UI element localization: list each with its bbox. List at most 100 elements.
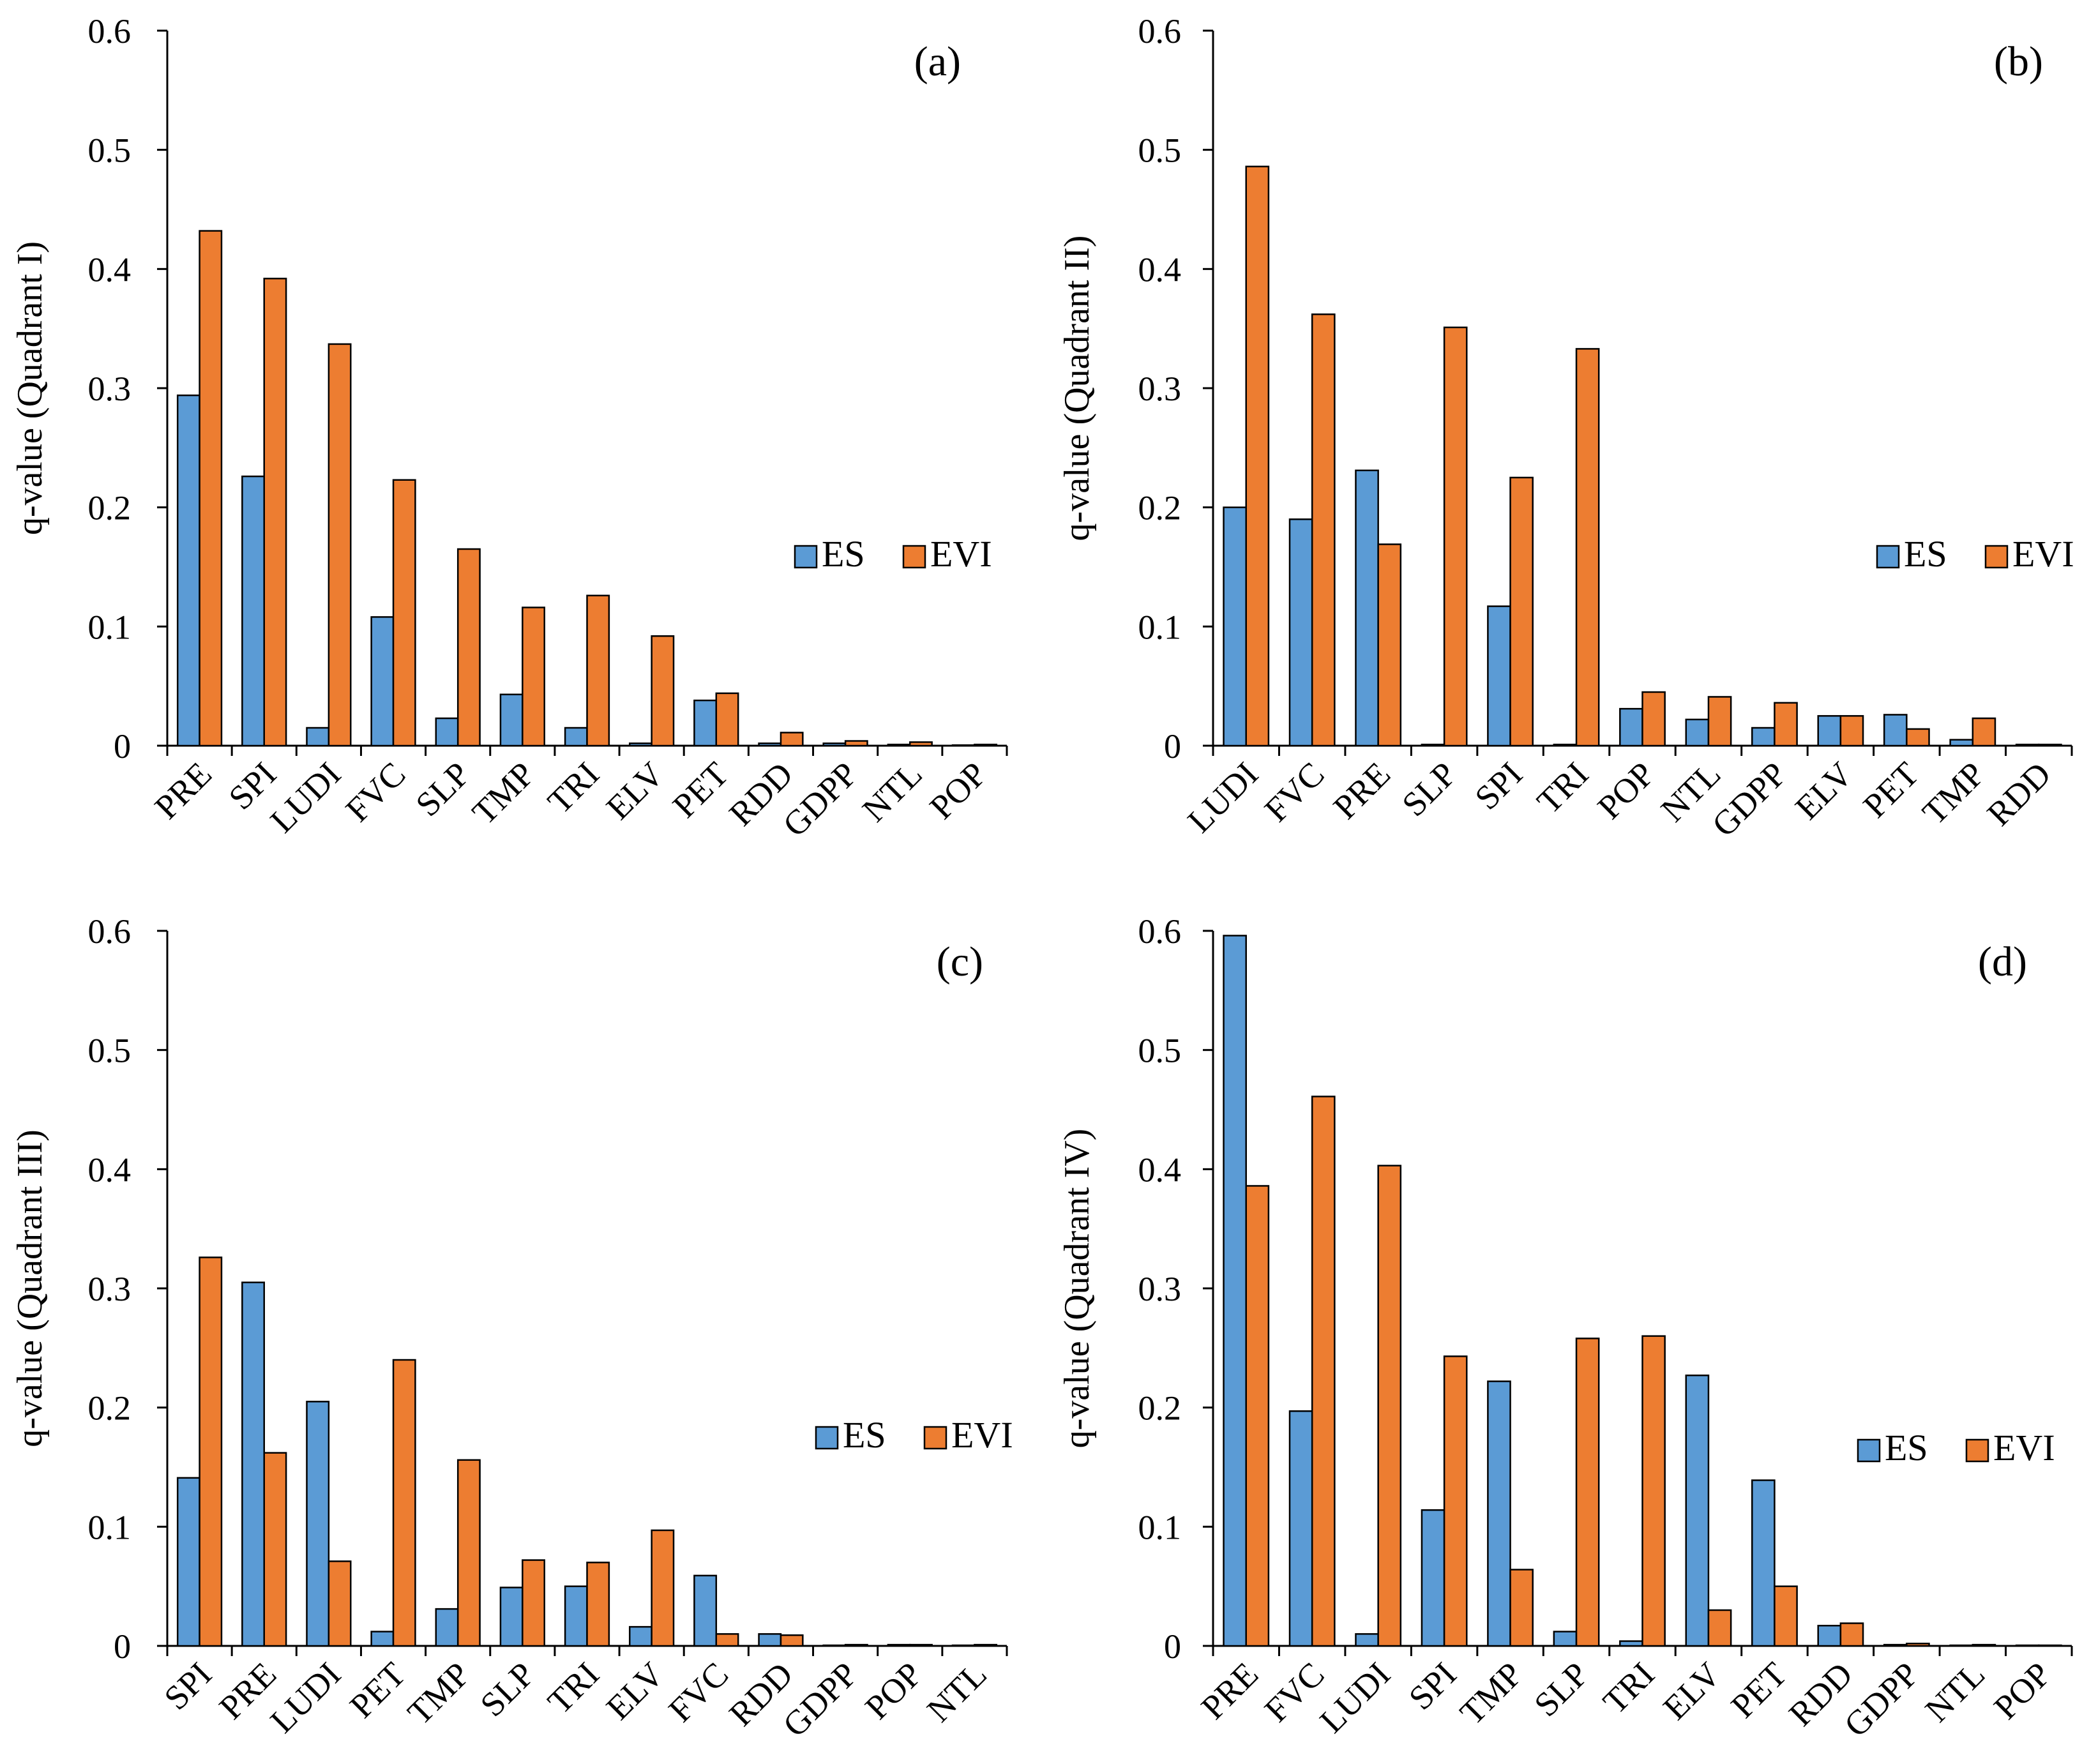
bar-evi-pop [974,743,998,747]
panel-label: (d) [1978,939,2027,985]
bar-evi-pet [715,692,739,747]
bar-evi-rdd [2038,743,2062,747]
bar-es-pre [176,394,200,747]
legend-swatch-es [1876,545,1900,569]
x-tick-label: LUDI [263,1655,349,1740]
legend: ES EVI [815,1414,1013,1456]
bar-evi-pre [199,230,223,747]
bar-evi-pop [2038,1644,2062,1647]
x-tick-label: PRE [1326,755,1398,826]
bar-evi-ludi [1377,1165,1402,1647]
chart-panel-3: 0 0.1 0.2 0.3 0.4 0.5 0.6 q-value (Quadrant IV)… [1057,912,2073,1744]
x-tick-label: SPI [1467,755,1530,817]
x-tick-label: ELV [599,1655,671,1727]
y-tick-label: 0.2 [1138,489,1182,527]
legend-label-es: ES [843,1414,886,1456]
x-tick-label: TRI [540,1655,607,1721]
bar-evi-rdd [780,732,804,747]
bar-evi-fvc [715,1633,739,1647]
bar-es-ludi [1223,506,1247,747]
x-tick-label: FVC [338,755,413,829]
bar-es-pop [887,1643,911,1647]
bar-evi-ludi [328,1560,352,1647]
x-tick-label: PET [665,755,735,825]
legend-swatch-evi [1984,545,2009,569]
bar-evi-tmp [456,1459,481,1647]
x-tick-label: POP [1986,1655,2058,1726]
y-tick-label: 0.6 [88,912,132,951]
x-tick-label: PET [342,1655,412,1725]
bar-evi-ntl [1707,696,1732,747]
bar-evi-elv [1707,1609,1732,1647]
bar-evi-slp [456,548,481,747]
bar-evi-tmp [522,607,545,747]
y-tick-label: 0 [114,727,131,765]
bar-evi-spi [1509,476,1534,747]
bar-evi-pet [1774,1585,1798,1647]
bar-evi-pop [1641,691,1666,747]
bar-es-pop [2015,1644,2040,1647]
bar-evi-gdpp [844,1643,868,1647]
bar-es-tri [564,1585,588,1647]
bar-es-ludi [306,727,330,747]
legend-swatch-es [815,1426,839,1450]
legend-label-evi: EVI [951,1414,1013,1456]
x-tick-label: GDPP [1837,1655,1926,1744]
y-tick-label: 0.5 [1138,1032,1182,1070]
bar-es-spi [241,475,265,747]
bar-es-tri [564,727,588,747]
y-tick-label: 0.5 [1138,132,1182,170]
bar-evi-spi [263,278,287,747]
y-tick-label: 0.3 [1138,1270,1182,1308]
bar-es-elv [1817,715,1842,747]
bar-es-tmp [1949,739,1974,747]
bar-es-pre [241,1281,265,1647]
bar-es-elv [1685,1375,1710,1647]
legend-label-es: ES [822,533,865,575]
x-tick-label: SLP [408,755,477,824]
x-tick-label: FVC [661,1655,736,1730]
bar-es-pre [1223,935,1247,1647]
bar-evi-tri [1641,1335,1666,1647]
bar-evi-spi [199,1256,223,1647]
bar-es-slp [435,717,459,747]
bar-evi-spi [1443,1355,1468,1647]
bar-evi-slp [1575,1338,1600,1647]
bar-evi-fvc [1311,313,1336,747]
x-tick-label: TMP [465,755,542,832]
y-tick-label: 0 [114,1627,131,1666]
chart-panel-2: 0 0.1 0.2 0.3 0.4 0.5 0.6 q-value (Quadrant III… [10,912,1013,1744]
legend-label-evi: EVI [1993,1427,2055,1468]
x-tick-label: TMP [400,1655,478,1732]
bar-es-pet [1883,714,1908,747]
bar-es-spi [176,1477,200,1647]
x-tick-label: NTL [855,755,930,829]
bar-es-gdpp [822,743,847,747]
legend: ES EVI [1876,533,2074,575]
bar-evi-rdd [1839,1622,1864,1647]
bar-es-tri [1553,743,1578,747]
y-tick-label: 0.4 [88,250,132,289]
bar-es-spi [1487,605,1511,747]
chart-panel-1: 0 0.1 0.2 0.3 0.4 0.5 0.6 q-value (Quadrant II)… [1057,12,2074,844]
bar-es-pet [1751,1479,1776,1647]
bar-evi-ntl [974,1643,998,1647]
bar-evi-pet [1906,728,1930,747]
x-tick-label: GDPP [776,1655,865,1744]
legend-swatch-evi [1965,1438,1989,1463]
x-tick-label: SLP [1527,1655,1595,1724]
bar-es-rdd [1817,1625,1842,1647]
panel-label: (b) [1994,38,2043,85]
y-tick-label: 0.6 [88,12,132,50]
y-tick-label: 0 [1164,1627,1181,1666]
x-tick-label: POP [922,755,993,826]
bar-evi-pre [1377,543,1402,747]
legend: ES EVI [794,533,992,575]
y-tick-label: 0.4 [88,1150,132,1189]
bar-es-ntl [1685,718,1710,747]
bar-es-pop [1619,707,1643,747]
x-tick-label: SLP [1394,755,1463,824]
legend-swatch-es [1857,1438,1881,1463]
bar-es-gdpp [822,1644,847,1647]
